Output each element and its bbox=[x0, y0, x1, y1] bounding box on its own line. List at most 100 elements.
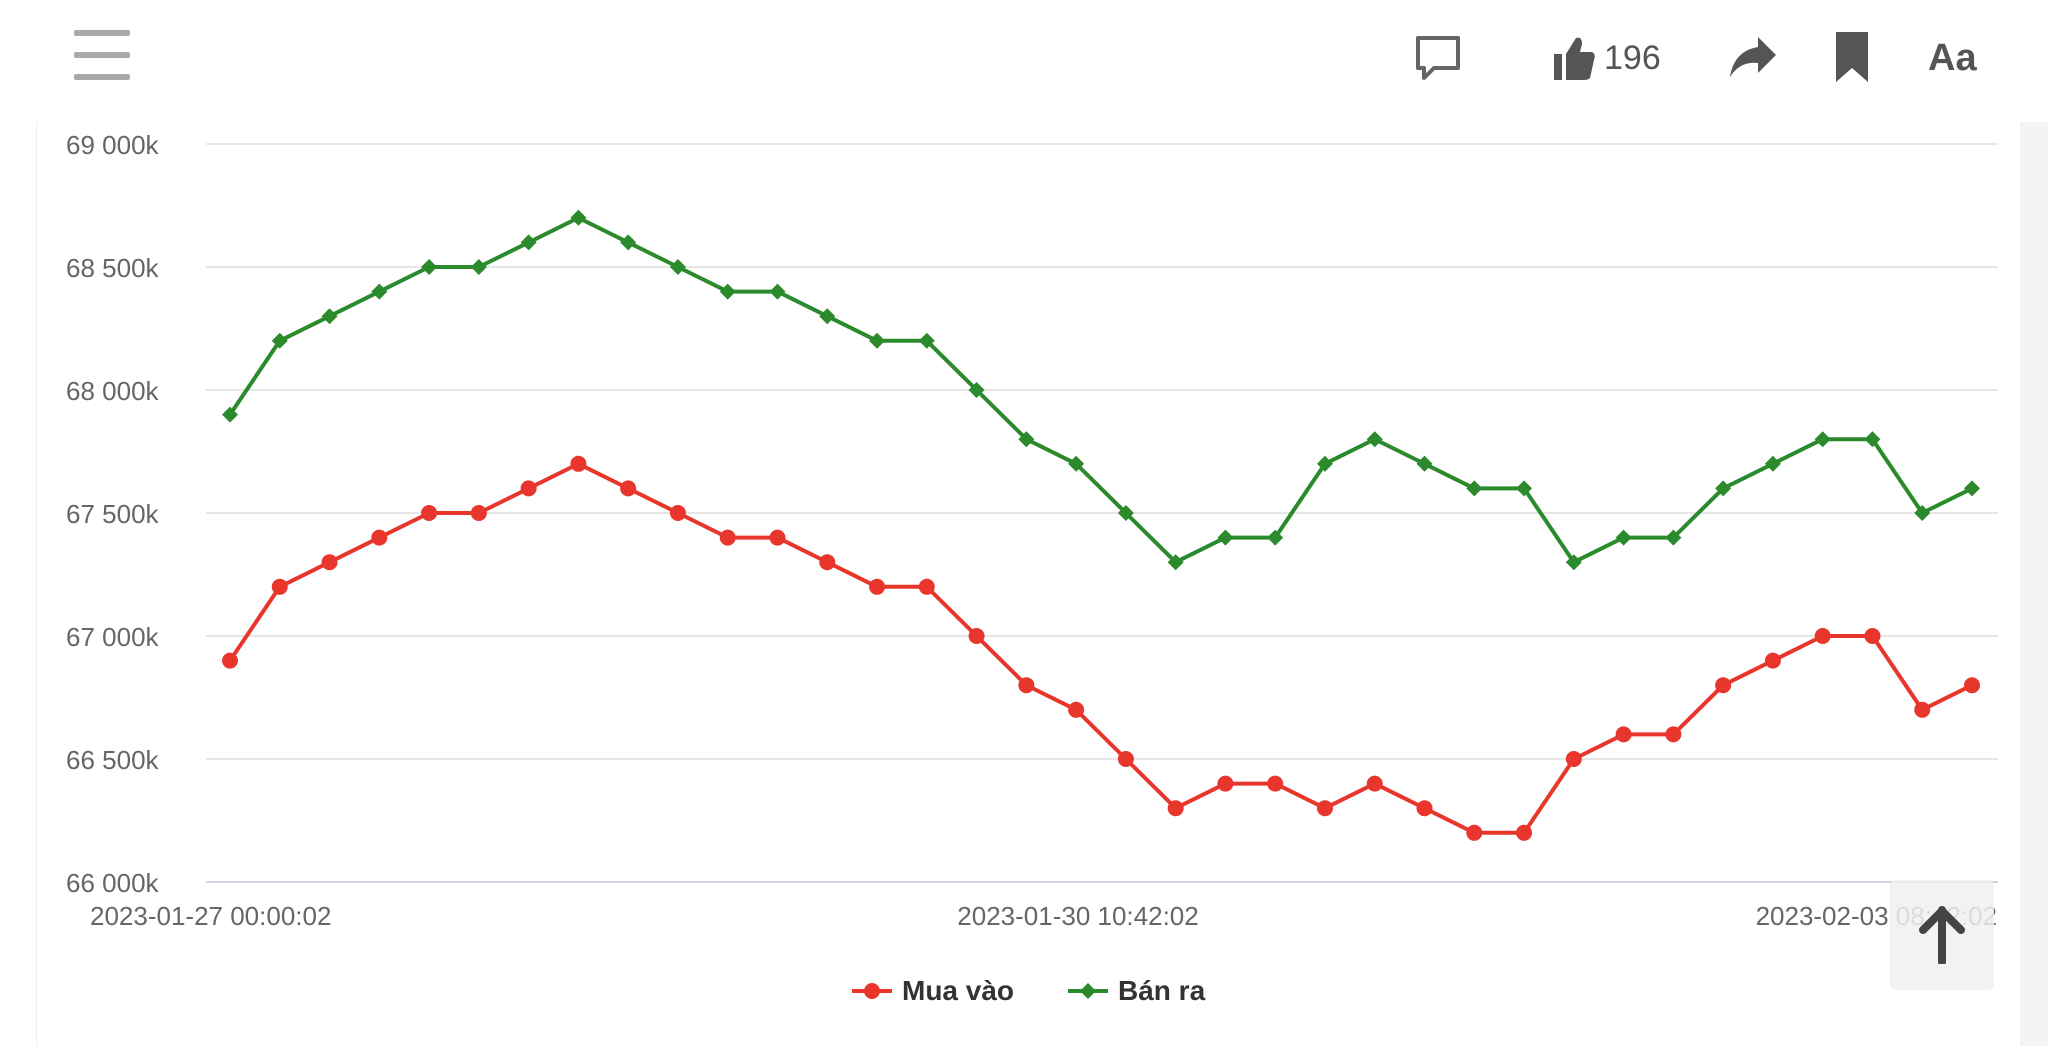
data-point[interactable] bbox=[1117, 751, 1134, 767]
data-point[interactable] bbox=[1167, 800, 1184, 817]
data-point[interactable] bbox=[769, 529, 786, 546]
data-point[interactable] bbox=[1516, 824, 1533, 841]
data-point[interactable] bbox=[620, 480, 637, 497]
data-point[interactable] bbox=[669, 259, 686, 275]
data-point[interactable] bbox=[1665, 726, 1682, 743]
comment-icon bbox=[1416, 36, 1460, 80]
data-point[interactable] bbox=[968, 382, 985, 398]
data-point[interactable] bbox=[1764, 652, 1781, 669]
legend-label: Bán ra bbox=[1118, 975, 1206, 1006]
share-button[interactable] bbox=[1728, 30, 1778, 86]
data-point[interactable] bbox=[1964, 480, 1980, 497]
share-icon bbox=[1730, 37, 1776, 77]
x-tick-label: 2023-01-30 10:42:02 bbox=[957, 901, 1198, 931]
data-point[interactable] bbox=[470, 259, 487, 275]
bookmark-button[interactable] bbox=[1836, 30, 1868, 86]
data-point[interactable] bbox=[819, 308, 836, 325]
data-point[interactable] bbox=[719, 529, 736, 546]
data-point[interactable] bbox=[1366, 431, 1383, 448]
data-point[interactable] bbox=[271, 578, 288, 595]
data-point[interactable] bbox=[271, 332, 288, 349]
panel-left-border bbox=[36, 122, 37, 1046]
data-point[interactable] bbox=[421, 259, 438, 275]
y-tick-label: 67 500k bbox=[66, 499, 160, 529]
data-point[interactable] bbox=[719, 283, 736, 300]
data-point[interactable] bbox=[1914, 505, 1931, 521]
y-tick-label: 69 000k bbox=[66, 130, 160, 160]
data-point[interactable] bbox=[222, 652, 238, 669]
data-point[interactable] bbox=[819, 554, 836, 571]
data-point[interactable] bbox=[669, 505, 686, 521]
data-point[interactable] bbox=[1316, 455, 1333, 472]
data-point[interactable] bbox=[1665, 529, 1682, 546]
data-point[interactable] bbox=[1117, 505, 1134, 521]
menu-icon[interactable] bbox=[74, 30, 130, 80]
data-point[interactable] bbox=[520, 480, 537, 497]
data-point[interactable] bbox=[1267, 775, 1284, 792]
data-point[interactable] bbox=[1018, 677, 1035, 694]
data-point[interactable] bbox=[1914, 701, 1931, 718]
comment-button[interactable] bbox=[1412, 30, 1464, 86]
data-point[interactable] bbox=[1864, 628, 1881, 644]
data-point[interactable] bbox=[1964, 677, 1980, 694]
data-point[interactable] bbox=[1366, 775, 1383, 792]
data-point[interactable] bbox=[1416, 800, 1433, 817]
data-point[interactable] bbox=[1167, 554, 1184, 571]
data-point[interactable] bbox=[1814, 628, 1831, 644]
data-point[interactable] bbox=[421, 505, 438, 521]
y-tick-label: 66 500k bbox=[66, 745, 160, 775]
data-point[interactable] bbox=[1516, 480, 1533, 497]
data-point[interactable] bbox=[1267, 529, 1284, 546]
data-point[interactable] bbox=[1316, 800, 1333, 817]
like-button[interactable]: 196 bbox=[1552, 30, 1661, 86]
data-point[interactable] bbox=[1416, 455, 1433, 472]
data-point[interactable] bbox=[769, 283, 786, 300]
data-point[interactable] bbox=[1715, 480, 1732, 497]
like-count: 196 bbox=[1604, 38, 1661, 77]
data-point[interactable] bbox=[1864, 431, 1881, 448]
data-point[interactable] bbox=[869, 578, 886, 595]
data-point[interactable] bbox=[1615, 529, 1632, 546]
data-point[interactable] bbox=[1466, 824, 1483, 841]
arrow-up-icon bbox=[1919, 906, 1965, 964]
data-point[interactable] bbox=[520, 234, 537, 251]
thumbs-up-icon bbox=[1554, 37, 1595, 80]
font-size-button[interactable]: Aa bbox=[1928, 36, 1977, 79]
x-tick-label: 2023-01-27 00:00:02 bbox=[90, 901, 331, 931]
data-point[interactable] bbox=[918, 578, 935, 595]
data-point[interactable] bbox=[1615, 726, 1632, 743]
legend-item-mua-vao[interactable]: Mua vào bbox=[852, 975, 1014, 1007]
data-point[interactable] bbox=[371, 529, 388, 546]
data-point[interactable] bbox=[371, 283, 388, 300]
y-tick-label: 67 000k bbox=[66, 622, 160, 652]
data-point[interactable] bbox=[1715, 677, 1732, 694]
scroll-to-top-button[interactable] bbox=[1890, 880, 1994, 990]
data-point[interactable] bbox=[570, 209, 587, 226]
data-point[interactable] bbox=[1217, 775, 1234, 792]
data-point[interactable] bbox=[1814, 431, 1831, 448]
y-tick-label: 68 000k bbox=[66, 376, 160, 406]
data-point[interactable] bbox=[1565, 554, 1582, 571]
data-point[interactable] bbox=[1764, 455, 1781, 472]
data-point[interactable] bbox=[620, 234, 637, 251]
chart-legend: Mua vào Bán ra bbox=[0, 975, 2048, 1015]
data-point[interactable] bbox=[1217, 529, 1234, 546]
data-point[interactable] bbox=[570, 455, 587, 472]
data-point[interactable] bbox=[968, 628, 985, 644]
data-point[interactable] bbox=[321, 554, 338, 571]
data-point[interactable] bbox=[321, 308, 338, 325]
y-tick-label: 68 500k bbox=[66, 253, 160, 283]
data-point[interactable] bbox=[1068, 455, 1085, 472]
data-point[interactable] bbox=[1068, 701, 1085, 718]
data-point[interactable] bbox=[869, 332, 886, 349]
data-point[interactable] bbox=[222, 406, 238, 423]
data-point[interactable] bbox=[1018, 431, 1035, 448]
series-line-ban-ra bbox=[228, 215, 1973, 565]
legend-item-ban-ra[interactable]: Bán ra bbox=[1068, 975, 1205, 1007]
data-point[interactable] bbox=[918, 332, 935, 349]
data-point[interactable] bbox=[1466, 480, 1483, 497]
data-point[interactable] bbox=[1565, 751, 1582, 767]
data-point[interactable] bbox=[470, 505, 487, 521]
top-toolbar: 196 Aa bbox=[0, 0, 2048, 123]
